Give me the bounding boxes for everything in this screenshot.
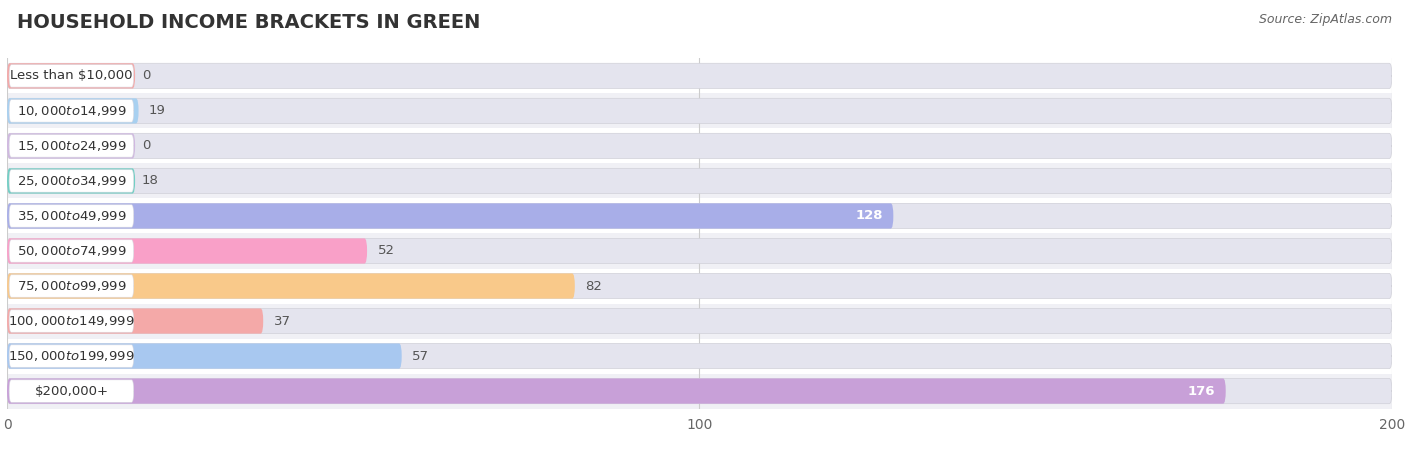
Bar [7, 163, 1392, 198]
Text: $200,000+: $200,000+ [34, 385, 108, 397]
FancyBboxPatch shape [7, 98, 1392, 123]
FancyBboxPatch shape [7, 343, 402, 369]
FancyBboxPatch shape [8, 380, 134, 402]
Text: Source: ZipAtlas.com: Source: ZipAtlas.com [1258, 13, 1392, 26]
FancyBboxPatch shape [7, 308, 1392, 334]
Text: $75,000 to $99,999: $75,000 to $99,999 [17, 279, 127, 293]
Bar [7, 374, 1392, 409]
FancyBboxPatch shape [8, 170, 134, 192]
Bar [7, 93, 1392, 128]
FancyBboxPatch shape [8, 135, 134, 157]
FancyBboxPatch shape [7, 168, 1392, 194]
Text: 176: 176 [1188, 385, 1215, 397]
Text: $150,000 to $199,999: $150,000 to $199,999 [8, 349, 135, 363]
FancyBboxPatch shape [8, 240, 134, 262]
Bar [7, 269, 1392, 304]
FancyBboxPatch shape [7, 63, 135, 88]
Text: 0: 0 [142, 140, 150, 152]
FancyBboxPatch shape [8, 205, 134, 227]
Text: $100,000 to $149,999: $100,000 to $149,999 [8, 314, 135, 328]
Text: $15,000 to $24,999: $15,000 to $24,999 [17, 139, 127, 153]
FancyBboxPatch shape [7, 63, 1392, 88]
Text: 52: 52 [377, 245, 395, 257]
FancyBboxPatch shape [7, 308, 263, 334]
FancyBboxPatch shape [7, 203, 1392, 229]
FancyBboxPatch shape [8, 345, 134, 367]
Text: $25,000 to $34,999: $25,000 to $34,999 [17, 174, 127, 188]
Bar [7, 304, 1392, 339]
FancyBboxPatch shape [7, 133, 135, 158]
FancyBboxPatch shape [7, 168, 135, 194]
FancyBboxPatch shape [8, 100, 134, 122]
Text: 82: 82 [585, 280, 602, 292]
Text: $35,000 to $49,999: $35,000 to $49,999 [17, 209, 127, 223]
Text: 37: 37 [274, 315, 291, 327]
Text: $10,000 to $14,999: $10,000 to $14,999 [17, 104, 127, 118]
Bar [7, 198, 1392, 233]
FancyBboxPatch shape [7, 133, 1392, 158]
Text: Less than $10,000: Less than $10,000 [10, 70, 132, 82]
FancyBboxPatch shape [7, 379, 1226, 404]
FancyBboxPatch shape [7, 203, 893, 229]
Bar [7, 339, 1392, 374]
Text: HOUSEHOLD INCOME BRACKETS IN GREEN: HOUSEHOLD INCOME BRACKETS IN GREEN [17, 13, 481, 32]
FancyBboxPatch shape [7, 238, 367, 264]
Text: 57: 57 [412, 350, 429, 362]
Text: 128: 128 [855, 210, 883, 222]
FancyBboxPatch shape [8, 65, 134, 87]
FancyBboxPatch shape [7, 238, 1392, 264]
Text: $50,000 to $74,999: $50,000 to $74,999 [17, 244, 127, 258]
Bar [7, 128, 1392, 163]
Bar [7, 58, 1392, 93]
Text: 0: 0 [142, 70, 150, 82]
FancyBboxPatch shape [8, 275, 134, 297]
Text: 18: 18 [142, 175, 159, 187]
FancyBboxPatch shape [7, 379, 1392, 404]
Text: 19: 19 [149, 105, 166, 117]
FancyBboxPatch shape [7, 98, 139, 123]
Bar [7, 233, 1392, 269]
FancyBboxPatch shape [8, 310, 134, 332]
FancyBboxPatch shape [7, 273, 1392, 299]
FancyBboxPatch shape [7, 273, 575, 299]
FancyBboxPatch shape [7, 343, 1392, 369]
